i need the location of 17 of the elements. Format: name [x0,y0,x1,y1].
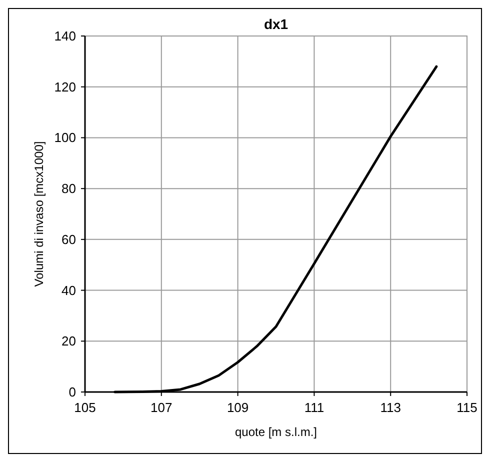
x-tick-label: 107 [150,400,172,415]
x-tick-label: 105 [74,400,96,415]
x-tick-label: 113 [380,400,401,415]
x-tick-label: 115 [456,400,478,415]
x-tick-label: 111 [304,400,324,415]
y-tick-label: 0 [68,384,76,400]
y-tick-label: 80 [62,181,76,196]
chart-title: dx1 [264,16,288,32]
x-axis-title: quote [m s.l.m.] [234,425,318,439]
x-tick-label: 109 [226,400,249,415]
y-tick-label: 60 [62,232,76,247]
y-tick-label: 140 [54,28,76,44]
y-tick-label: 20 [62,334,76,349]
y-tick-label: 100 [54,130,76,146]
y-axis-title: Volumi di invaso [mcx1000] [32,141,46,287]
y-tick-label: 120 [54,79,76,94]
y-tick-label: 40 [62,282,76,298]
